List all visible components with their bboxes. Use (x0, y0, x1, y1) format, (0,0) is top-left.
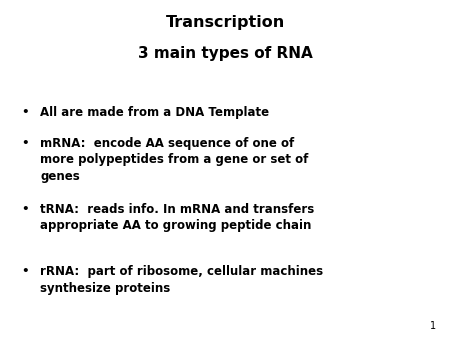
Text: rRNA:  part of ribosome, cellular machines
synthesize proteins: rRNA: part of ribosome, cellular machine… (40, 265, 324, 295)
Text: All are made from a DNA Template: All are made from a DNA Template (40, 106, 270, 119)
Text: •: • (21, 137, 28, 150)
Text: mRNA:  encode AA sequence of one of
more polypeptides from a gene or set of
gene: mRNA: encode AA sequence of one of more … (40, 137, 309, 183)
Text: 1: 1 (430, 321, 436, 331)
Text: tRNA:  reads info. In mRNA and transfers
appropriate AA to growing peptide chain: tRNA: reads info. In mRNA and transfers … (40, 203, 315, 232)
Text: 3 main types of RNA: 3 main types of RNA (138, 46, 312, 61)
Text: •: • (21, 106, 28, 119)
Text: •: • (21, 265, 28, 278)
Text: Transcription: Transcription (166, 15, 284, 30)
Text: •: • (21, 203, 28, 216)
